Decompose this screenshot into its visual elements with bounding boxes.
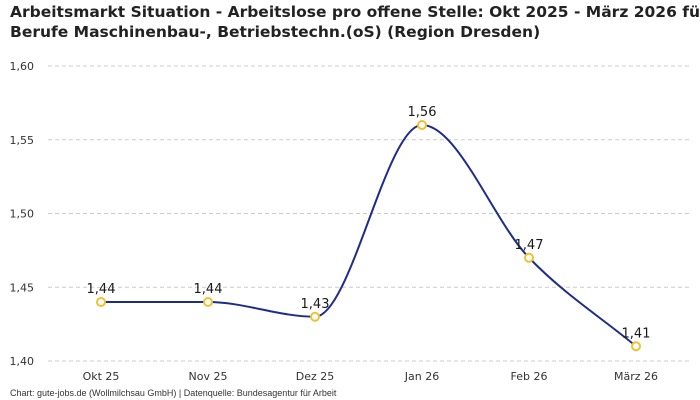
- data-labels: 1,44 1,44 1,43 1,56 1,47 1,41: [87, 105, 651, 341]
- chart-title-line-1: Arbeitsmarkt Situation - Arbeitslose pro…: [10, 3, 700, 21]
- x-axis-ticks: Okt 25 Nov 25 Dez 25 Jan 26 Feb 26 März 26: [83, 370, 658, 383]
- data-point: [631, 341, 641, 352]
- data-label: 1,47: [515, 238, 544, 253]
- y-tick-label: 1,40: [10, 355, 35, 368]
- chart-title: Arbeitsmarkt Situation - Arbeitslose pro…: [10, 2, 700, 42]
- data-point: [96, 297, 106, 307]
- x-tick-label: Okt 25: [83, 370, 120, 383]
- y-tick-label: 1,60: [10, 60, 35, 73]
- x-tick-label: Dez 25: [296, 370, 335, 383]
- y-tick-label: 1,50: [10, 208, 35, 221]
- x-tick-label: Jan 26: [404, 370, 439, 383]
- y-tick-label: 1,55: [10, 134, 35, 147]
- data-markers: [96, 120, 641, 352]
- x-tick-label: Nov 25: [189, 370, 228, 383]
- x-tick-label: März 26: [614, 370, 658, 383]
- chart-title-line-2: Berufe Maschinenbau-, Betriebstechn.(oS)…: [10, 23, 541, 41]
- grid-lines: [48, 65, 690, 362]
- source-footer: Chart: gute-jobs.de (Wollmilchsau GmbH) …: [10, 388, 337, 398]
- data-point: [417, 120, 427, 130]
- data-point: [203, 297, 213, 307]
- data-point: [524, 252, 534, 263]
- data-label: 1,41: [622, 326, 651, 341]
- data-label: 1,44: [87, 282, 116, 297]
- y-axis-ticks: 1,40 1,45 1,50 1,55 1,60: [10, 60, 35, 368]
- series-line: [101, 123, 637, 348]
- data-label: 1,43: [301, 297, 330, 312]
- data-label: 1,44: [194, 282, 223, 297]
- data-label: 1,56: [408, 105, 437, 120]
- x-tick-label: Feb 26: [511, 370, 548, 383]
- y-tick-label: 1,45: [10, 281, 35, 294]
- data-point: [310, 311, 320, 322]
